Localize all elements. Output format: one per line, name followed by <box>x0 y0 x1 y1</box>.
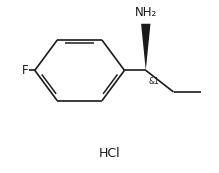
Text: &1: &1 <box>149 77 160 86</box>
Text: F: F <box>22 64 28 77</box>
Text: NH₂: NH₂ <box>135 6 157 19</box>
Polygon shape <box>141 24 150 70</box>
Text: HCl: HCl <box>99 147 120 160</box>
